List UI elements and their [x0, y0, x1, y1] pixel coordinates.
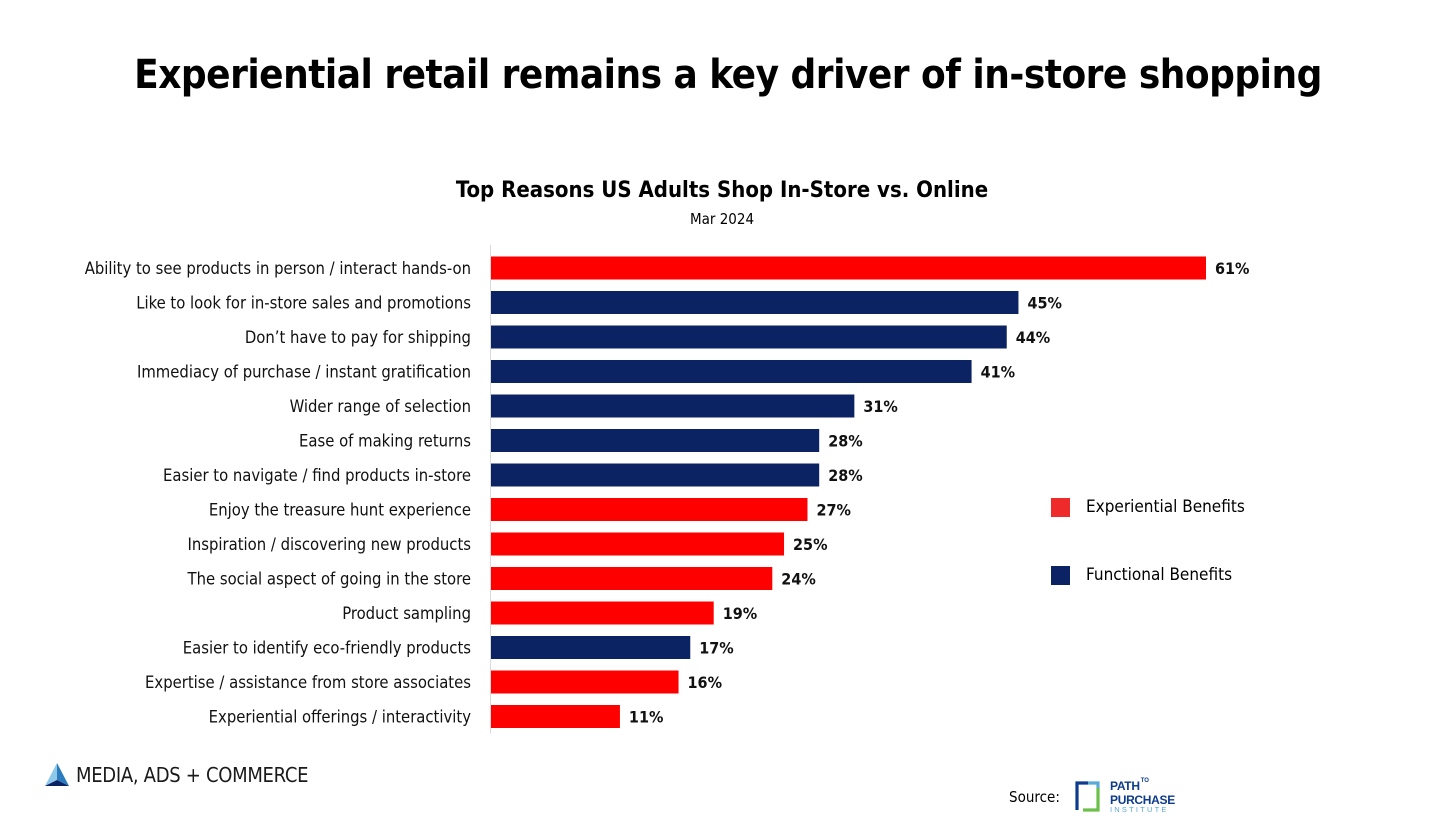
bar [491, 532, 785, 556]
category-label: Expertise / assistance from store associ… [145, 673, 471, 692]
bar [491, 705, 620, 728]
bar [491, 360, 972, 383]
category-label: Inspiration / discovering new products [187, 535, 471, 554]
category-label: Immediacy of purchase / instant gratific… [137, 363, 471, 382]
bar [491, 291, 1019, 314]
category-label: Like to look for in-store sales and prom… [136, 294, 471, 313]
p2p-line1-small: TO [1140, 778, 1149, 784]
data-label: 31% [863, 397, 897, 416]
data-label: 45% [1027, 294, 1061, 313]
data-label: 28% [828, 466, 862, 485]
page-title: Experiential retail remains a key driver… [134, 52, 1322, 98]
p2p-wordmark: PATHTO PURCHASE INSTITUTE [1110, 778, 1175, 814]
legend-label-functional: Functional Benefits [1086, 565, 1233, 585]
brand-label: MEDIA, ADS + COMMERCE [76, 763, 309, 787]
data-label: 19% [723, 604, 757, 623]
data-label: 41% [981, 363, 1015, 382]
legend-swatch-functional [1051, 565, 1070, 585]
brand-logo: MEDIA, ADS + COMMERCE [44, 762, 308, 788]
legend-item-functional: Functional Benefits [1051, 565, 1232, 585]
data-label: 24% [781, 570, 815, 589]
chart-subtitle: Mar 2024 [689, 210, 755, 228]
category-label: Wider range of selection [290, 397, 471, 416]
bar [491, 429, 820, 452]
category-label: The social aspect of going in the store [187, 570, 471, 589]
bar [491, 394, 855, 418]
triangle-logo-icon [45, 763, 69, 786]
data-label: 17% [699, 639, 733, 658]
legend-label-experiential: Experiential Benefits [1086, 497, 1245, 517]
bar [491, 498, 808, 521]
data-label: 25% [793, 535, 827, 554]
p2p-line3: INSTITUTE [1110, 805, 1169, 814]
category-label: Enjoy the treasure hunt experience [209, 501, 471, 520]
category-label: Easier to identify eco-friendly products [183, 639, 471, 658]
category-label: Product sampling [342, 604, 471, 623]
bar [491, 256, 1206, 280]
category-label: Experiential offerings / interactivity [209, 708, 472, 727]
bar [491, 325, 1007, 349]
category-label: Don’t have to pay for shipping [245, 328, 471, 347]
data-label: 11% [629, 708, 663, 727]
category-label: Easier to navigate / find products in-st… [163, 466, 471, 485]
data-label: 61% [1215, 259, 1249, 278]
chart-title: Top Reasons US Adults Shop In-Store vs. … [455, 178, 989, 203]
p2p-line2: PURCHASE [1110, 793, 1175, 807]
data-label: 16% [688, 673, 722, 692]
path-to-purchase-logo-icon [1075, 781, 1100, 812]
data-label: 44% [1016, 328, 1050, 347]
category-label: Ease of making returns [299, 432, 471, 451]
bar [491, 567, 773, 590]
legend-swatch-experiential [1051, 497, 1070, 517]
bar [491, 670, 679, 694]
source-label: Source: [1009, 788, 1060, 806]
category-label: Ability to see products in person / inte… [85, 259, 471, 278]
bar [491, 463, 820, 487]
bar [491, 636, 691, 659]
p2p-line1: PATH [1110, 779, 1140, 793]
path-to-purchase-logo: PATHTO PURCHASE INSTITUTE [1074, 778, 1175, 814]
bar [491, 601, 714, 625]
data-label: 27% [816, 501, 850, 520]
data-label: 28% [828, 432, 862, 451]
legend-item-experiential: Experiential Benefits [1051, 497, 1245, 517]
